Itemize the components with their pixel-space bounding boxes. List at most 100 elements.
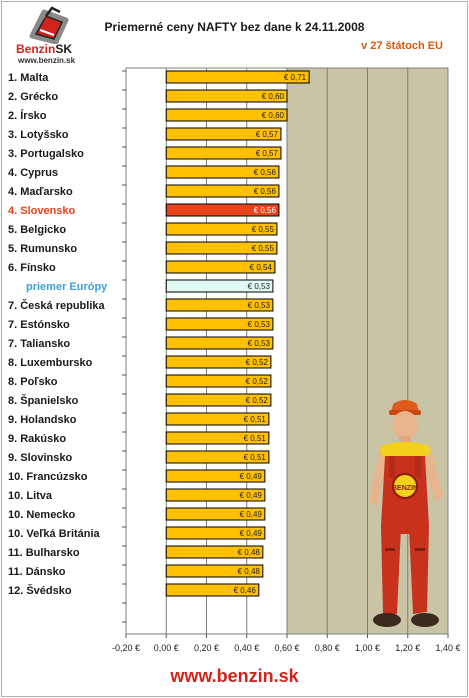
bar (165, 127, 282, 141)
category-label: 1. Malta (8, 72, 49, 84)
data-label: € 0,56 (254, 187, 277, 196)
category-label: 5. Belgicko (8, 224, 66, 236)
category-label: 10. Veľká Británia (8, 528, 101, 540)
bar (165, 583, 260, 597)
data-label: € 0,49 (240, 529, 263, 538)
x-tick-label: 0,00 € (154, 643, 179, 653)
data-label: € 0,60 (262, 92, 285, 101)
data-label: € 0,49 (240, 510, 263, 519)
bar (165, 317, 274, 331)
bar (165, 450, 270, 464)
data-label: € 0,57 (256, 130, 279, 139)
bar (165, 184, 280, 198)
bar (165, 89, 288, 103)
bar (165, 298, 274, 312)
x-tick-label: 0,60 € (274, 643, 299, 653)
bar (165, 222, 278, 236)
category-label: 8. Španielsko (8, 394, 79, 407)
x-tick-label: 0,20 € (194, 643, 219, 653)
bar (165, 108, 288, 122)
data-label: € 0,60 (262, 111, 285, 120)
bar (165, 545, 264, 559)
category-label: 10. Nemecko (8, 509, 76, 521)
bar (165, 526, 266, 540)
data-label: € 0,51 (244, 434, 267, 443)
category-label: 11. Bulharsko (8, 547, 80, 559)
x-tick-label: -0,20 € (112, 643, 140, 653)
chart-title: Priemerné ceny NAFTY bez dane k 24.11.20… (104, 20, 365, 34)
category-label: 7. Česká republika (8, 299, 105, 312)
category-label: 8. Luxembursko (8, 357, 93, 369)
bar (165, 336, 274, 350)
data-label: € 0,48 (238, 548, 261, 557)
data-label: € 0,51 (244, 453, 267, 462)
x-tick-label: 1,40 € (435, 643, 460, 653)
bar (165, 70, 310, 84)
x-tick-label: 1,20 € (395, 643, 420, 653)
bar (165, 260, 276, 274)
bar (165, 507, 266, 521)
bar (165, 241, 278, 255)
logo-brand-sk: SK (55, 42, 73, 56)
data-label: € 0,53 (248, 282, 271, 291)
data-label: € 0,56 (254, 168, 277, 177)
data-label: € 0,53 (248, 301, 271, 310)
category-label: 9. Rakúsko (8, 433, 66, 445)
data-label: € 0,52 (246, 377, 269, 386)
bar (165, 279, 274, 293)
category-label: 4. Cyprus (8, 167, 58, 179)
category-label: 2. Grécko (8, 91, 58, 103)
category-label: 11. Dánsko (8, 566, 66, 578)
category-label: priemer Európy (26, 281, 108, 293)
data-label: € 0,49 (240, 491, 263, 500)
category-label: 9. Holandsko (8, 414, 77, 426)
bar (165, 203, 280, 217)
logo-brand-main: Benzin (16, 42, 56, 56)
x-tick-label: 0,80 € (315, 643, 340, 653)
mechanic-mascot-icon: BENZIN (369, 400, 443, 627)
category-label: 10. Litva (8, 490, 53, 502)
bar (165, 488, 266, 502)
data-label: € 0,53 (248, 339, 271, 348)
x-tick-label: 1,00 € (355, 643, 380, 653)
data-label: € 0,51 (244, 415, 267, 424)
benzin-logo[interactable]: BenzinSK www.benzin.sk (8, 6, 88, 66)
bar (165, 146, 282, 160)
category-label: 10. Francúzsko (8, 471, 88, 483)
category-label: 4. Maďarsko (8, 186, 73, 198)
data-label: € 0,71 (284, 73, 307, 82)
bar (165, 374, 272, 388)
logo-url: www.benzin.sk (18, 56, 76, 65)
data-label: € 0,56 (254, 206, 277, 215)
category-label: 3. Lotyšsko (8, 129, 69, 141)
category-label: 7. Estónsko (8, 319, 70, 331)
data-label: € 0,54 (250, 263, 273, 272)
chart-subtitle: v 27 štátoch EU (361, 40, 443, 52)
category-label: 2. Írsko (8, 109, 47, 122)
data-label: € 0,52 (246, 396, 269, 405)
fuel-can-logo-icon (29, 6, 69, 44)
category-label: 3. Portugalsko (8, 148, 84, 160)
category-label: 12. Švédsko (8, 584, 72, 597)
data-label: € 0,57 (256, 149, 279, 158)
category-label: 6. Fínsko (8, 262, 56, 274)
svg-text:BENZIN: BENZIN (392, 485, 418, 492)
bar (165, 412, 270, 426)
bar (165, 355, 272, 369)
data-label: € 0,55 (252, 244, 275, 253)
bar (165, 165, 280, 179)
category-label: 7. Taliansko (8, 338, 70, 350)
bar (165, 393, 272, 407)
data-label: € 0,48 (238, 567, 261, 576)
category-label: 5. Rumunsko (8, 243, 77, 255)
bar (165, 564, 264, 578)
category-label: 8. Poľsko (8, 376, 58, 388)
category-label: 9. Slovinsko (8, 452, 72, 464)
data-label: € 0,55 (252, 225, 275, 234)
category-label: 4. Slovensko (8, 205, 76, 217)
data-label: € 0,52 (246, 358, 269, 367)
bar (165, 469, 266, 483)
data-label: € 0,49 (240, 472, 263, 481)
footer-url[interactable]: www.benzin.sk (170, 666, 299, 686)
